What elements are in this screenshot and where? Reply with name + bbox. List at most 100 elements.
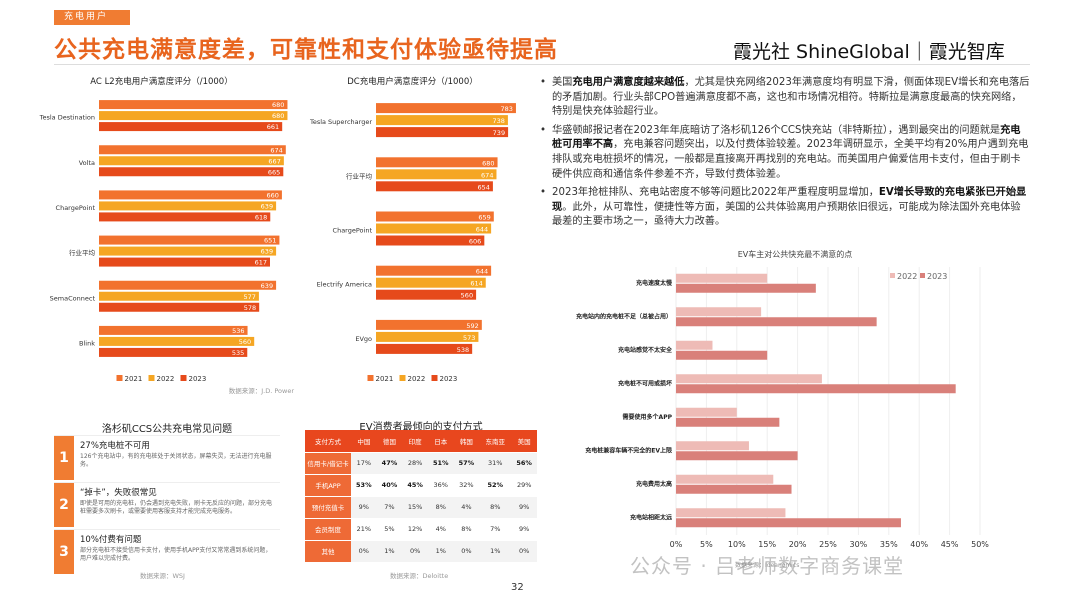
table-header-cell: 支付方式: [305, 430, 351, 453]
bar-2021: [99, 325, 248, 335]
bar-value-label: 560: [239, 338, 251, 346]
legend-label: 2022: [157, 375, 175, 383]
x-tick-label: 10%: [728, 540, 746, 549]
dissatisfaction-chart: EV车主对公共快充最不满意的点 0% 5% 10% 15% 20% 25% 30% 35% 40%…: [576, 249, 989, 569]
table-header-cell: 中国: [351, 430, 377, 453]
bar-2023: [376, 289, 477, 300]
issue-item: 2 “掉卡”，失败很常见 即使是可用的充电桩，仍会遇到充电失败，刷卡无反应的问题…: [54, 482, 280, 527]
category-label: 充电桩不可用或损坏: [618, 379, 672, 387]
table-cell: 8%: [427, 496, 454, 519]
bar-2021: [376, 211, 494, 222]
x-tick-label: 35%: [880, 540, 898, 549]
dc-satisfaction-chart: DC充电用户满意度评分（/1000） Tesla Supercharger 783 7…: [309, 76, 516, 383]
legend-swatch: [180, 375, 187, 381]
x-tick-label: 40%: [910, 540, 928, 549]
table-cell: 8%: [453, 518, 480, 541]
table-cell: 29%: [511, 474, 537, 497]
table-row: 会员制度 21% 5% 12% 4% 8% 7% 9%: [305, 518, 537, 541]
category-label: 充电速度太慢: [636, 279, 673, 287]
bar-value-label: 680: [272, 112, 284, 120]
table-row-label: 其他: [305, 540, 351, 563]
legend-swatch: [431, 375, 438, 381]
table-row: 信用卡/借记卡 17% 47% 28% 51% 57% 31% 56%: [305, 452, 537, 475]
table-row-label: 信用卡/借记卡: [305, 452, 351, 475]
legend-label: 2021: [125, 375, 143, 383]
legend-label: 2023: [927, 272, 947, 281]
table-cell: 1%: [376, 540, 403, 563]
category-label: ChargePoint: [56, 204, 96, 212]
bullet-3: 2023年抢桩排队、充电站密度不够等问题比2022年严重程度明显增加，EV增长导…: [540, 186, 1030, 230]
category-label: Tesla Destination: [39, 114, 95, 122]
issue-number: 3: [54, 530, 74, 574]
issue-head: “掉卡”，失败很常见: [80, 488, 157, 498]
bar-value-label: 665: [268, 168, 280, 176]
table-cell: 15%: [402, 496, 428, 519]
legend-label: 2023: [189, 375, 207, 383]
category-label: Electrify America: [317, 281, 372, 289]
category-label: SemaConnect: [50, 294, 96, 302]
bar-2023: [376, 343, 473, 354]
bar-2021: [376, 103, 516, 114]
bar-2021: [99, 280, 277, 290]
category-label: Volta: [79, 159, 95, 167]
category-label: 需要使用多个APP: [623, 413, 673, 421]
bar-2023: [376, 127, 509, 138]
bar-2023: [676, 384, 956, 394]
table-header-cell: 东南亚: [479, 430, 512, 453]
bar-value-label: 654: [477, 183, 489, 191]
watermark: 公众号 · 吕老师数字商务课堂: [630, 554, 905, 578]
bullet-2: 华盛顿邮报记者在2023年年底暗访了洛杉矶126个CCS快充站（非特斯拉），遇到…: [540, 124, 1030, 182]
table-cell: 1%: [427, 540, 454, 563]
bar-2023: [99, 122, 283, 132]
table-cell: 0%: [402, 540, 428, 563]
bullet-1: 美国充电用户满意度越来越低，尤其是快充网络2023年满意度均有明显下滑，侧面体现…: [540, 76, 1030, 120]
x-tick-label: 15%: [758, 540, 776, 549]
bar-value-label: 783: [501, 105, 513, 113]
bar-2023: [99, 347, 248, 357]
header-divider: [54, 64, 1030, 65]
bar-2022: [676, 474, 774, 484]
table-cell: 4%: [427, 518, 454, 541]
payment-table-title: EV消费者最倾向的支付方式: [359, 422, 483, 433]
bar-2022: [99, 336, 255, 346]
bar-value-label: 592: [466, 322, 478, 330]
table-cell: 32%: [453, 474, 480, 497]
bar-2023: [99, 302, 260, 312]
bar-2022: [676, 340, 713, 350]
category-label: 行业平均: [69, 248, 96, 257]
legend-swatch: [890, 273, 895, 278]
bar-value-label: 577: [243, 293, 255, 301]
legend-swatch: [920, 273, 925, 278]
insight-bullets: 美国充电用户满意度越来越低，尤其是快充网络2023年满意度均有明显下滑，侧面体现…: [540, 76, 1030, 234]
legend-swatch: [399, 375, 406, 381]
table-cell: 0%: [453, 540, 480, 563]
bar-value-label: 639: [261, 248, 273, 256]
bar-2021: [376, 157, 498, 168]
bar-value-label: 667: [268, 157, 280, 165]
legend-label: 2023: [440, 375, 458, 383]
bar-2023: [676, 317, 877, 327]
issue-item: 3 10%付费有问题 部分充电桩不接受信用卡支付，使用手机APP支付又常常遇到系…: [54, 529, 280, 574]
bar-2022: [99, 246, 277, 256]
chart-source: 数据来源：Ideanomics: [735, 561, 799, 569]
bar-2021: [376, 319, 482, 330]
bar-2022: [376, 115, 508, 126]
x-tick-label: 20%: [789, 540, 807, 549]
legend-label: 2022: [897, 272, 917, 281]
table-cell: 8%: [479, 496, 512, 519]
bar-2023: [676, 417, 780, 427]
bar-2022: [676, 273, 768, 283]
bar-value-label: 618: [255, 213, 267, 221]
table-cell: 28%: [402, 452, 428, 475]
chart-title: EV车主对公共快充最不满意的点: [738, 249, 853, 259]
bar-value-label: 639: [261, 202, 273, 210]
table-cell: 4%: [453, 496, 480, 519]
legend-label: 2021: [376, 375, 394, 383]
table-header-cell: 美国: [511, 430, 537, 453]
bar-2022: [376, 169, 497, 180]
table-row: 手机APP 53% 40% 45% 36% 32% 52% 29%: [305, 474, 537, 497]
table-header-cell: 印度: [402, 430, 428, 453]
bar-2023: [376, 181, 493, 192]
table-cell: 5%: [376, 518, 403, 541]
chart-source: 数据来源：J.D. Power: [229, 386, 295, 395]
